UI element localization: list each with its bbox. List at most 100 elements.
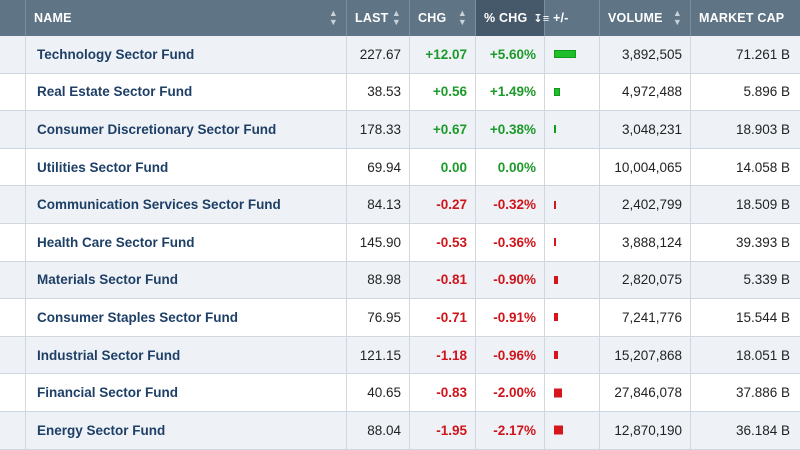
volume-cell: 2,402,799	[600, 186, 691, 223]
fund-name-link[interactable]: Financial Sector Fund	[37, 385, 179, 401]
sort-arrows-icon[interactable]: ▲ ▼	[391, 8, 401, 27]
table-row[interactable]: Consumer Staples Sector Fund 76.95 -0.71 -0…	[0, 299, 800, 337]
fund-name-link[interactable]: Energy Sector Fund	[37, 422, 166, 438]
table-row[interactable]: Health Care Sector Fund 145.90 -0.53 -0.36%…	[0, 223, 800, 262]
change-bar-cell	[545, 336, 600, 374]
pct-chg-cell: -0.90%	[476, 261, 545, 299]
table-row[interactable]: Energy Sector Fund 88.04 -1.95 -2.17% 12,870…	[0, 411, 800, 450]
fund-name-link[interactable]: Consumer Staples Sector Fund	[37, 309, 239, 325]
market-cap-cell: 71.261 B	[735, 46, 790, 62]
volume-cell: 10,004,065	[600, 148, 691, 186]
chg-cell: +0.56	[410, 73, 476, 111]
volume-cell: 15,207,868	[600, 336, 691, 374]
last-cell: 121.15	[347, 336, 410, 374]
header-volume[interactable]: VOLUME ▲ ▼	[600, 0, 691, 36]
table-row[interactable]: Consumer Discretionary Sector Fund 178.33…	[0, 111, 800, 149]
market-cap-cell: 39.393 B	[735, 234, 790, 250]
change-bar	[554, 425, 563, 435]
row-selector	[0, 336, 26, 374]
chg-cell: -1.18	[410, 336, 476, 374]
fund-name-cell: Financial Sector Fund	[26, 374, 347, 411]
volume-cell: 27,846,078	[600, 374, 691, 411]
change-bar	[554, 388, 562, 398]
header-pct-chg[interactable]: % CHG ↧≡	[476, 0, 549, 36]
fund-name-link[interactable]: Health Care Sector Fund	[37, 234, 195, 250]
table-row[interactable]: Financial Sector Fund 40.65 -0.83 -2.00% 27,…	[0, 374, 800, 412]
volume-cell: 12,870,190	[600, 411, 691, 449]
pct-chg-cell: -0.36%	[476, 223, 545, 261]
market-cap-cell: 18.509 B	[735, 197, 790, 213]
market-cap-cell: 15.544 B	[735, 309, 790, 325]
last-cell: 69.94	[347, 148, 410, 186]
market-cap-cell: 5.339 B	[743, 272, 790, 288]
last-cell: 178.33	[347, 111, 410, 148]
fund-name-link[interactable]: Real Estate Sector Fund	[37, 84, 193, 100]
sort-descending-icon[interactable]: ↧≡	[533, 12, 550, 25]
fund-name-cell: Energy Sector Fund	[26, 411, 347, 449]
market-cap-cell: 37.886 B	[735, 385, 790, 401]
market-cap-cell: 18.903 B	[735, 121, 790, 137]
pct-chg-cell: +1.49%	[476, 73, 545, 111]
fund-name-cell: Technology Sector Fund	[26, 36, 347, 73]
sort-arrows-icon[interactable]: ▲ ▼	[457, 8, 467, 27]
header-market-cap-label: MARKET CAP	[699, 11, 785, 25]
fund-name-link[interactable]: Materials Sector Fund	[37, 272, 179, 288]
change-bar-cell	[545, 186, 600, 223]
table-row[interactable]: Real Estate Sector Fund 38.53 +0.56 +1.49% 4…	[0, 73, 800, 112]
row-selector	[0, 36, 26, 73]
volume-cell: 4,972,488	[600, 73, 691, 111]
market-cap-cell: 18.051 B	[735, 347, 790, 363]
change-bar-cell	[545, 374, 600, 411]
row-selector	[0, 374, 26, 411]
chg-cell: -0.81	[410, 261, 476, 299]
change-bar	[554, 351, 558, 360]
fund-name-cell: Real Estate Sector Fund	[26, 73, 347, 111]
fund-name-link[interactable]: Communication Services Sector Fund	[37, 197, 281, 213]
row-selector	[0, 73, 26, 111]
header-name[interactable]: NAME ▲ ▼	[26, 0, 347, 36]
chg-cell: -0.71	[410, 299, 476, 336]
chg-cell: -0.27	[410, 186, 476, 223]
header-spacer	[0, 0, 26, 36]
header-chg[interactable]: CHG ▲ ▼	[410, 0, 476, 36]
fund-name-cell: Consumer Staples Sector Fund	[26, 299, 347, 336]
fund-name-link[interactable]: Consumer Discretionary Sector Fund	[37, 121, 277, 137]
header-plus-minus: +/-	[545, 0, 600, 36]
row-selector	[0, 411, 26, 449]
fund-name-cell: Industrial Sector Fund	[26, 336, 347, 374]
table-body: Technology Sector Fund 227.67 +12.07 +5.60%…	[0, 36, 800, 450]
table-row[interactable]: Utilities Sector Fund 69.94 0.00 0.00% 10,00…	[0, 148, 800, 187]
change-bar-cell	[545, 261, 600, 299]
change-bar-cell	[545, 299, 600, 336]
table-row[interactable]: Communication Services Sector Fund 84.13-…	[0, 186, 800, 224]
market-cap-cell: 14.058 B	[735, 159, 790, 175]
table-row[interactable]: Materials Sector Fund 88.98 -0.81 -0.90% 2,8…	[0, 261, 800, 300]
pct-chg-cell: -0.91%	[476, 299, 545, 336]
fund-name-cell: Health Care Sector Fund	[26, 223, 347, 261]
last-cell: 76.95	[347, 299, 410, 336]
header-last[interactable]: LAST ▲ ▼	[347, 0, 410, 36]
fund-name-link[interactable]: Industrial Sector Fund	[37, 347, 181, 363]
header-market-cap[interactable]: MARKET CAP	[691, 0, 800, 36]
fund-name-link[interactable]: Technology Sector Fund	[37, 46, 195, 62]
last-cell: 88.04	[347, 411, 410, 449]
fund-name-link[interactable]: Utilities Sector Fund	[37, 159, 169, 175]
last-cell: 88.98	[347, 261, 410, 299]
change-bar	[554, 275, 558, 284]
pct-chg-cell: 0.00%	[476, 148, 545, 186]
volume-cell: 2,820,075	[600, 261, 691, 299]
header-last-label: LAST	[355, 11, 389, 25]
last-cell: 40.65	[347, 374, 410, 411]
fund-name-cell: Materials Sector Fund	[26, 261, 347, 299]
table-row[interactable]: Industrial Sector Fund 121.15 -1.18 -0.96% 1…	[0, 336, 800, 375]
sort-arrows-icon[interactable]: ▲ ▼	[672, 8, 682, 27]
sort-arrows-icon[interactable]: ▲ ▼	[328, 8, 338, 27]
pct-chg-cell: +0.38%	[476, 111, 545, 148]
header-chg-label: CHG	[418, 11, 447, 25]
table-row[interactable]: Technology Sector Fund 227.67 +12.07 +5.60%…	[0, 36, 800, 74]
change-bar-cell	[545, 411, 600, 449]
market-cap-cell: 5.896 B	[743, 84, 790, 100]
row-selector	[0, 223, 26, 261]
row-selector	[0, 299, 26, 336]
